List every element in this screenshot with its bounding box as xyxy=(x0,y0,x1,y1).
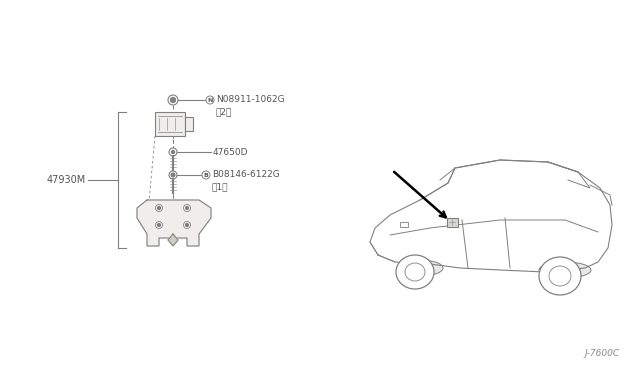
Ellipse shape xyxy=(539,262,591,278)
Text: B08146-6122G: B08146-6122G xyxy=(212,170,280,179)
Circle shape xyxy=(169,171,177,179)
Text: N08911-1062G: N08911-1062G xyxy=(216,94,285,103)
Circle shape xyxy=(170,97,175,103)
Circle shape xyxy=(169,148,177,156)
Text: 47650D: 47650D xyxy=(213,148,248,157)
Circle shape xyxy=(168,95,178,105)
Circle shape xyxy=(157,206,161,209)
Circle shape xyxy=(186,206,189,209)
Circle shape xyxy=(184,205,191,212)
Text: 47930M: 47930M xyxy=(47,175,86,185)
Circle shape xyxy=(206,96,214,104)
Circle shape xyxy=(186,224,189,227)
Text: J-7600C: J-7600C xyxy=(585,349,620,358)
Circle shape xyxy=(157,224,161,227)
Text: B: B xyxy=(204,173,209,177)
Text: N: N xyxy=(207,97,212,103)
Bar xyxy=(447,218,458,227)
Bar xyxy=(155,112,185,136)
Bar xyxy=(400,222,408,227)
Polygon shape xyxy=(168,234,178,246)
Text: （2）: （2） xyxy=(216,107,232,116)
Circle shape xyxy=(172,173,175,177)
Polygon shape xyxy=(370,160,612,272)
Bar xyxy=(185,117,193,131)
Circle shape xyxy=(202,171,210,179)
Circle shape xyxy=(156,205,163,212)
Ellipse shape xyxy=(397,260,443,276)
Text: （1）: （1） xyxy=(212,182,228,191)
Circle shape xyxy=(156,221,163,228)
Polygon shape xyxy=(137,200,211,246)
Ellipse shape xyxy=(396,255,434,289)
Circle shape xyxy=(184,221,191,228)
Ellipse shape xyxy=(539,257,581,295)
Circle shape xyxy=(172,151,175,154)
